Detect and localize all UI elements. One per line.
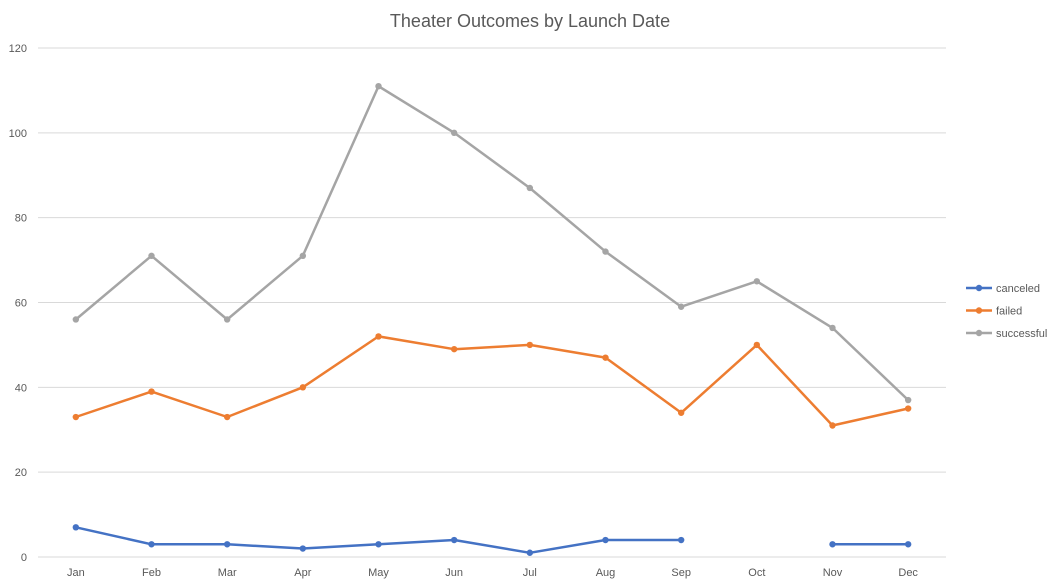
data-point-failed	[677, 409, 685, 416]
y-tick-label: 20	[15, 467, 27, 479]
data-point-successful	[72, 316, 80, 323]
data-point-canceled	[299, 545, 307, 552]
x-tick-label: Dec	[898, 567, 918, 579]
y-axis-ticks: 0 20 40 60 80 100 120	[9, 43, 27, 564]
y-tick-label: 120	[9, 43, 27, 55]
data-point-canceled	[72, 524, 80, 531]
data-point-successful	[148, 252, 155, 260]
x-tick-label: Nov	[823, 567, 843, 579]
legend-label: canceled	[996, 283, 1040, 295]
data-point-failed	[526, 341, 534, 349]
data-point-failed	[753, 341, 761, 349]
legend-label: successful	[996, 328, 1047, 340]
series-line-successful	[74, 84, 910, 402]
data-point-failed	[602, 354, 609, 361]
y-tick-label: 0	[21, 552, 27, 564]
legend-marker-successful	[975, 329, 983, 337]
data-point-canceled	[450, 536, 458, 544]
x-axis-ticks: Jan Feb Mar Apr May Jun Jul Aug Sep Oct Nov Dec	[67, 567, 918, 579]
y-tick-label: 40	[15, 382, 27, 394]
y-tick-label: 100	[9, 128, 27, 140]
data-point-canceled	[526, 549, 534, 556]
data-point-failed	[148, 388, 155, 395]
data-point-canceled	[375, 541, 382, 548]
data-point-canceled	[148, 541, 155, 548]
legend-marker-canceled	[975, 284, 983, 292]
data-point-successful	[223, 316, 231, 323]
chart-title: Theater Outcomes by Launch Date	[390, 11, 670, 31]
data-point-successful	[375, 82, 382, 90]
data-point-canceled	[904, 541, 912, 548]
x-tick-label: Mar	[218, 567, 237, 579]
series-failed	[72, 333, 912, 429]
gridlines	[38, 47, 946, 558]
x-tick-label: May	[368, 567, 389, 579]
data-point-successful	[526, 184, 534, 192]
y-tick-label: 60	[15, 298, 27, 310]
x-tick-label: Jul	[523, 567, 537, 579]
data-point-successful	[602, 248, 609, 255]
legend-entry-failed: failed	[966, 306, 1022, 318]
data-point-canceled	[223, 541, 231, 548]
data-point-failed	[299, 384, 307, 391]
data-point-failed	[375, 333, 382, 340]
x-tick-label: Jan	[67, 567, 85, 579]
legend: canceled failed successful	[966, 283, 1047, 340]
x-tick-label: Apr	[294, 567, 311, 579]
data-point-failed	[72, 413, 80, 421]
legend-entry-successful: successful	[966, 328, 1047, 340]
data-point-canceled	[677, 536, 685, 544]
series-lines	[72, 82, 912, 556]
data-point-failed	[904, 405, 912, 412]
series-line-failed	[74, 335, 910, 427]
data-point-failed	[223, 413, 231, 421]
data-point-successful	[904, 396, 912, 404]
y-tick-label: 80	[15, 213, 27, 225]
data-point-successful	[450, 129, 458, 137]
series-canceled	[72, 524, 912, 556]
x-tick-label: Aug	[596, 567, 616, 579]
legend-marker-failed	[975, 307, 983, 314]
x-tick-label: Sep	[671, 567, 691, 579]
data-point-successful	[299, 252, 307, 260]
data-point-failed	[829, 422, 836, 429]
data-point-successful	[753, 278, 761, 285]
data-point-failed	[450, 345, 458, 353]
legend-entry-canceled: canceled	[966, 283, 1040, 295]
data-point-canceled	[829, 541, 836, 548]
data-point-successful	[677, 303, 685, 310]
series-successful	[72, 82, 912, 404]
legend-label: failed	[996, 306, 1022, 318]
data-point-canceled	[602, 536, 609, 544]
x-tick-label: Jun	[445, 567, 463, 579]
x-tick-label: Feb	[142, 567, 161, 579]
data-point-successful	[829, 324, 836, 332]
x-tick-label: Oct	[748, 567, 765, 579]
